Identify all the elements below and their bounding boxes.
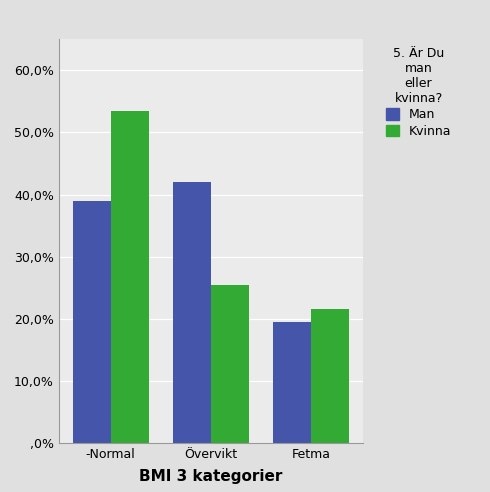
Bar <box>311 309 349 443</box>
Bar <box>111 111 148 443</box>
Bar <box>172 182 211 443</box>
Bar <box>211 284 249 443</box>
X-axis label: BMI 3 kategorier: BMI 3 kategorier <box>139 469 282 484</box>
Bar <box>273 322 311 443</box>
Bar <box>73 201 111 443</box>
Legend: Man, Kvinna: Man, Kvinna <box>381 42 456 143</box>
